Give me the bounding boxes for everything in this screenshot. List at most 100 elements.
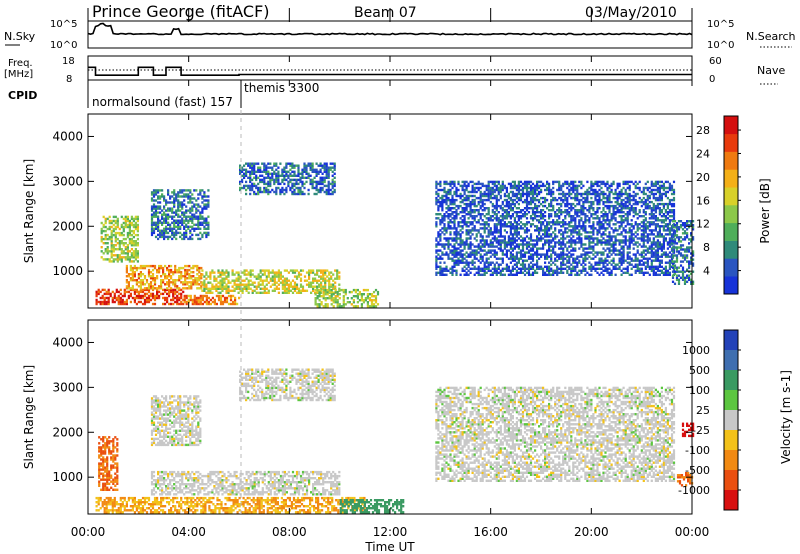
power-cell <box>578 215 581 218</box>
power-cell <box>334 288 337 292</box>
power-cell <box>127 294 130 298</box>
power-cell <box>139 288 142 292</box>
power-cell <box>463 241 466 244</box>
power-cell <box>143 275 147 278</box>
power-cell <box>126 223 129 227</box>
power-cell <box>116 254 119 257</box>
power-cell <box>475 229 478 232</box>
power-cell <box>154 215 158 218</box>
power-cell <box>592 202 595 206</box>
power-cell <box>307 176 310 179</box>
power-cell <box>491 249 494 252</box>
power-cell <box>491 241 494 244</box>
power-cell <box>580 186 583 190</box>
power-cell <box>515 271 518 274</box>
power-cell <box>608 239 611 242</box>
power-cell <box>235 287 238 290</box>
power-cell <box>566 198 569 202</box>
power-cell <box>513 227 516 230</box>
power-cell <box>612 180 615 184</box>
power-cell <box>185 223 188 226</box>
power-cell <box>215 285 218 288</box>
power-cell <box>445 227 448 230</box>
power-cell <box>570 243 573 246</box>
power-cell <box>475 257 478 260</box>
power-cell <box>634 200 637 204</box>
power-cell <box>354 295 357 298</box>
power-cell <box>455 247 458 250</box>
power-cell <box>574 180 577 184</box>
power-cell <box>602 237 605 240</box>
power-cell <box>620 241 623 244</box>
power-cell <box>201 283 204 286</box>
power-cell <box>247 170 250 173</box>
power-cell <box>614 241 617 244</box>
power-cell <box>320 283 323 286</box>
power-cell <box>546 251 549 254</box>
power-cell <box>320 277 323 280</box>
power-cell <box>548 273 551 276</box>
power-cell <box>124 221 127 225</box>
power-cell <box>162 281 165 284</box>
power-cell <box>457 253 460 256</box>
power-cell <box>503 253 506 256</box>
power-cell <box>191 219 194 222</box>
power-cell <box>132 240 135 243</box>
power-cell <box>181 213 184 216</box>
power-cell <box>217 285 220 288</box>
power-cell <box>568 184 571 188</box>
power-cell <box>556 269 559 272</box>
power-cell <box>505 202 508 206</box>
power-cell <box>275 192 278 196</box>
power-cell <box>580 269 583 272</box>
power-cell <box>174 285 177 288</box>
power-cell <box>509 273 512 276</box>
power-cell <box>536 271 539 274</box>
power-cell <box>473 225 476 228</box>
power-cell <box>190 275 193 278</box>
power-cell <box>471 261 474 264</box>
power-cell <box>628 186 631 190</box>
power-cell <box>449 271 452 274</box>
power-cell <box>112 223 115 227</box>
power-cell <box>233 273 236 276</box>
power-cell <box>154 199 158 202</box>
power-cell <box>160 264 163 268</box>
power-cell <box>128 233 131 237</box>
power-cell <box>239 172 242 175</box>
power-cell <box>197 233 200 237</box>
power-cell <box>439 180 442 184</box>
power-cell <box>203 275 206 278</box>
power-cell <box>352 288 355 292</box>
power-cell <box>481 182 484 186</box>
power-cell <box>136 242 139 245</box>
power-cell <box>219 302 223 306</box>
freq-left-label-1: Freq. <box>8 58 33 69</box>
noise-left-tick-high: 10^5 <box>50 19 77 30</box>
power-cell <box>586 271 589 274</box>
power-cell <box>499 190 502 194</box>
power-cell <box>331 186 334 190</box>
power-cell <box>622 192 625 196</box>
power-cell <box>455 273 458 276</box>
power-cell <box>283 289 286 292</box>
power-cell <box>172 294 175 298</box>
power-cell <box>205 298 208 302</box>
power-cell <box>467 237 470 240</box>
power-cell <box>469 209 472 212</box>
power-cell <box>251 269 254 272</box>
power-cell <box>509 269 512 272</box>
power-cell <box>546 229 549 232</box>
power-cell <box>632 207 635 210</box>
power-cell <box>531 186 535 190</box>
power-cell <box>147 296 151 300</box>
power-cell <box>451 202 454 206</box>
power-cell <box>614 211 617 214</box>
power-cell <box>150 205 154 208</box>
power-region <box>201 269 341 294</box>
power-cell <box>243 273 246 276</box>
power-cell <box>141 294 145 298</box>
cpid-label: CPID <box>8 89 37 102</box>
power-cell <box>632 198 635 202</box>
power-cell <box>154 221 158 224</box>
